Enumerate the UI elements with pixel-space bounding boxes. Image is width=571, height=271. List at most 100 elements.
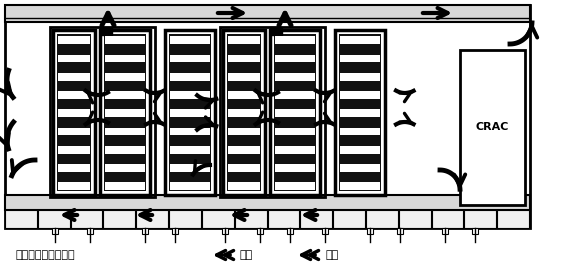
Bar [300,210,332,228]
Bar [442,228,448,234]
Bar [472,228,478,234]
Bar [340,54,380,62]
Bar [53,30,95,195]
Bar [5,210,37,228]
Bar [105,54,145,62]
Bar [170,109,210,117]
Bar [340,73,380,80]
Bar [340,109,380,117]
Bar [105,91,145,99]
Bar [170,91,210,99]
Bar [52,228,58,234]
Bar [399,210,431,228]
Bar [58,109,90,117]
Bar [275,73,315,80]
Bar [58,91,90,99]
Bar [170,164,210,172]
Bar [228,54,260,62]
Bar [270,27,282,35]
Text: 热风: 热风 [325,250,338,260]
Bar [172,228,178,234]
Text: 冷风: 冷风 [240,250,254,260]
Bar [170,54,210,62]
Bar [5,5,530,228]
Bar [169,34,211,191]
Bar [222,228,228,234]
Bar [105,128,145,135]
Bar [228,164,260,172]
Bar [275,54,315,62]
Bar [105,109,145,117]
Bar [274,34,316,191]
Bar [228,146,260,154]
Bar [464,210,496,228]
Bar [57,34,91,191]
Bar [169,210,201,228]
Bar [335,30,385,195]
Bar [275,164,315,172]
Bar [170,36,210,44]
Bar [5,195,530,210]
Bar [100,30,150,195]
Bar [228,128,260,135]
Bar [367,228,373,234]
Bar [366,210,398,228]
Bar [71,210,102,228]
Bar [333,210,365,228]
Bar [100,27,112,35]
Bar [87,228,93,234]
Bar [103,210,135,228]
Bar [105,36,145,44]
Bar [170,146,210,154]
Bar [5,5,530,22]
Bar [275,182,315,190]
Bar [235,210,267,228]
Bar [340,146,380,154]
Bar [432,210,464,228]
Bar [275,36,315,44]
Bar [287,228,293,234]
Bar [397,228,403,234]
Bar [58,128,90,135]
Bar [142,228,148,234]
Bar [339,34,381,191]
Bar [58,73,90,80]
Bar [228,73,260,80]
Bar [104,34,146,191]
Bar [460,50,525,205]
Bar [227,34,261,191]
Bar [105,182,145,190]
Bar [228,182,260,190]
Bar [322,228,328,234]
Bar [340,36,380,44]
Text: 热通道封闭示意图：: 热通道封闭示意图： [15,250,75,260]
Bar [340,91,380,99]
Bar [58,182,90,190]
Bar [58,54,90,62]
Bar [228,91,260,99]
Bar [202,210,234,228]
Bar [340,182,380,190]
Bar [165,30,215,195]
Bar [257,228,263,234]
Bar [275,91,315,99]
Bar [58,146,90,154]
Bar [136,210,168,228]
Bar [105,146,145,154]
Bar [58,164,90,172]
Bar [170,128,210,135]
Bar [340,128,380,135]
Bar [223,30,265,195]
Bar [170,182,210,190]
Bar [220,27,325,197]
Bar [267,210,299,228]
Bar [275,128,315,135]
Bar [38,210,70,228]
Text: CRAC: CRAC [476,122,509,133]
Bar [228,36,260,44]
Bar [170,73,210,80]
Bar [105,73,145,80]
Bar [275,109,315,117]
Bar [58,36,90,44]
Bar [105,164,145,172]
